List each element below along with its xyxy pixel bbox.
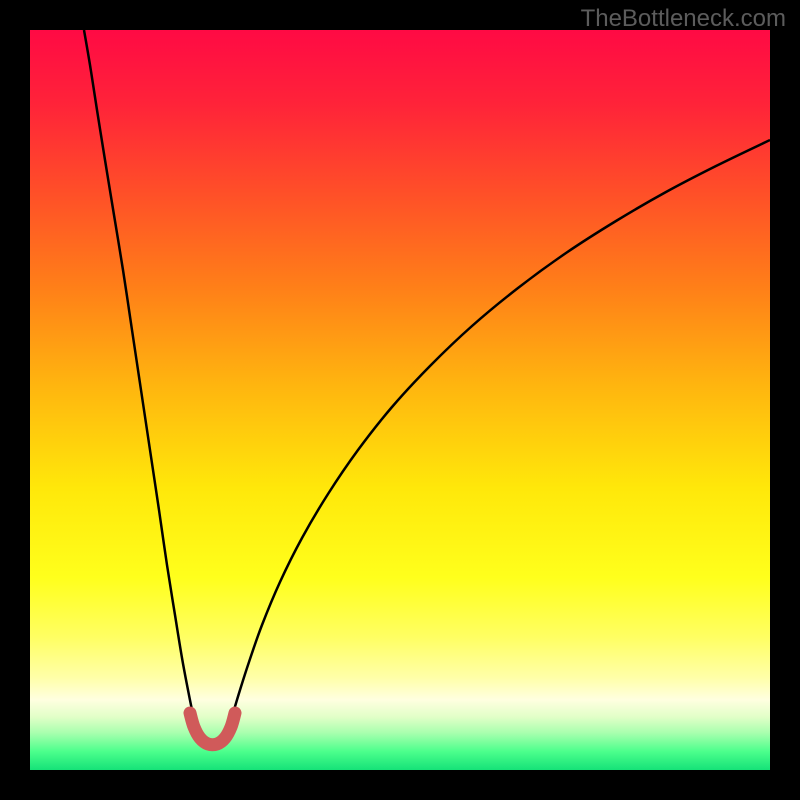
plot-area — [30, 30, 770, 770]
chart-container: TheBottleneck.com — [0, 0, 800, 800]
plot-svg — [30, 30, 770, 770]
gradient-background — [30, 30, 770, 770]
watermark-text: TheBottleneck.com — [581, 5, 786, 33]
